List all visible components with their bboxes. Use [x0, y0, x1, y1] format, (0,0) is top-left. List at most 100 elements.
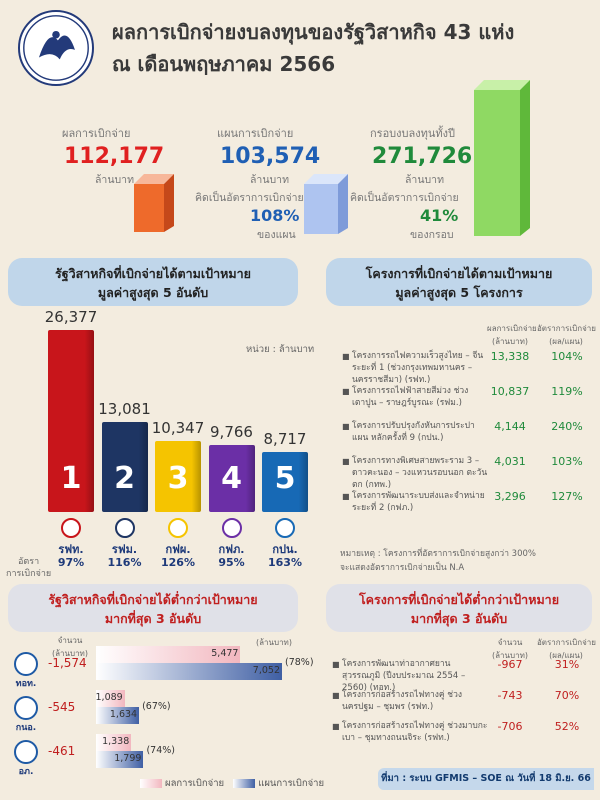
rank-number: 4	[221, 460, 242, 496]
project-rate: 240%	[551, 420, 583, 433]
bullet-icon: ■	[342, 352, 350, 361]
disbursement-rate: 116%	[107, 556, 142, 569]
rate-label: การเบิกจ่าย	[6, 569, 52, 579]
enterprise-name: รฟม.	[111, 543, 138, 556]
gap-value: -1,574	[48, 656, 87, 670]
bullet-icon: ■	[342, 387, 350, 396]
project-rate: 52%	[554, 720, 580, 733]
kpi-plan-bar	[298, 168, 358, 242]
rank-number: 5	[274, 460, 296, 496]
actual-value: 1,089	[95, 692, 123, 703]
banner-line: มากที่สุด 3 อันดับ	[104, 611, 202, 626]
enterprise-logo-icon	[114, 518, 135, 538]
plan-bar	[96, 663, 282, 680]
banner-line: รัฐวิสาหกิจที่เบิกจ่ายได้ตามเป้าหมาย	[55, 266, 251, 281]
project-value: -706	[497, 720, 523, 733]
kpi-actual-bar	[128, 168, 188, 237]
rate-value: (67%)	[142, 701, 171, 712]
plan-value: 1,799	[114, 753, 142, 764]
enterprise-logo-icon	[14, 740, 38, 764]
bar-value: 26,377	[44, 307, 98, 326]
col-header-line: (ผล/แผน)	[549, 337, 583, 346]
col-header-line: อัตราการเบิกจ่าย	[537, 638, 596, 647]
project-value: 4,144	[494, 420, 526, 433]
bar-value: 10,347	[151, 418, 205, 437]
page-subtitle: ณ เดือนพฤษภาคม 2566	[112, 52, 336, 76]
under-target-enterprises-banner: รัฐวิสาหกิจที่เบิกจ่ายได้ต่ำกว่าเป้าหมาย…	[8, 584, 298, 632]
disbursement-rate: 126%	[161, 556, 195, 569]
actual-value: 5,477	[211, 648, 239, 659]
project-rate: 70%	[554, 689, 580, 702]
enterprise-logo-icon	[221, 518, 242, 538]
top-projects-list: ■ โครงการรถไฟความเร็วสูงไทย – จีน ระยะที่…	[340, 350, 598, 530]
enterprise-name: กฟผ.	[165, 543, 191, 556]
kpi-plan-rate-unit: ของแผน	[257, 229, 296, 241]
kpi-actual-label: ผลการเบิกจ่าย	[62, 127, 131, 140]
project-rate: 104%	[551, 350, 583, 363]
actual-bar	[96, 734, 132, 751]
gap-value: -461	[48, 744, 76, 758]
banner-line: มูลค่าสูงสุด 5 อันดับ	[97, 285, 209, 300]
project-name: โครงการก่อสร้างรถไฟทางคู่ ช่วงมาบกะเบา –…	[342, 721, 488, 743]
banner-line: มูลค่าสูงสุด 5 โครงการ	[395, 285, 523, 300]
plan-bar	[96, 707, 140, 724]
rank-number: 2	[114, 460, 135, 496]
bar-1: 1	[48, 329, 94, 512]
banner-line: รัฐวิสาหกิจที่เบิกจ่ายได้ต่ำกว่าเป้าหมาย	[48, 592, 258, 607]
plan-value: 1,634	[109, 709, 138, 720]
legend-swatch-actual	[140, 779, 162, 788]
note-line: หมายเหตุ : โครงการที่อัตราการเบิกจ่ายสูง…	[340, 549, 536, 559]
bar-2: 2	[101, 421, 148, 512]
col-header-line: จำนวน	[497, 638, 523, 647]
project-rate: 127%	[551, 490, 583, 503]
project-name: โครงการก่อสร้างรถไฟทางคู่ ช่วงนครปฐม – ช…	[342, 690, 462, 712]
col-header-line: (ล้านบาท)	[492, 651, 528, 660]
project-value: -743	[497, 689, 523, 702]
bar-value: 13,081	[98, 399, 151, 418]
project-rate: 31%	[554, 658, 580, 671]
bar-4: 4	[208, 444, 255, 512]
kpi-budget-value: 271,726	[372, 144, 473, 169]
kpi-plan-value: 103,574	[220, 144, 321, 169]
kpi-budget-unit: ล้านบาท	[405, 174, 444, 186]
enterprise-logo-icon	[168, 518, 188, 538]
col-header-line: (ผล/แผน)	[549, 651, 583, 660]
disbursement-rate: 97%	[57, 556, 85, 569]
col-header-line: จำนวน	[57, 636, 83, 645]
project-value: 3,296	[494, 490, 526, 503]
enterprise-name: อภ.	[18, 767, 34, 777]
project-value: -967	[497, 658, 523, 671]
project-name: โครงการรถไฟฟ้าสายสีม่วง ช่วงเตาปูน – ราษ…	[352, 386, 469, 408]
project-name: โครงการพัฒนาท่าอากาศยานสุวรรณภูมิ (ปีงบป…	[342, 659, 466, 693]
bullet-icon: ■	[342, 492, 350, 501]
project-name: โครงการพัฒนาระบบส่งและจำหน่าย ระยะที่ 2 …	[352, 491, 485, 513]
col-header: (ล้านบาท)	[256, 638, 292, 647]
rank-number: 3	[167, 460, 189, 496]
col-header: ผลการเบิกจ่าย (ล้านบาท)	[487, 322, 537, 348]
kpi-budget-label: กรอบงบลงทุนทั้งปี	[370, 127, 455, 140]
bullet-icon: ■	[342, 422, 350, 431]
enterprise-logo-icon	[275, 518, 295, 538]
legend-swatch-plan	[233, 779, 256, 788]
col-header-line: (ล้านบาท)	[52, 649, 88, 658]
source-footer: ที่มา : ระบบ GFMIS – SOE ณ วันที่ 18 มิ.…	[378, 768, 594, 790]
kpi-plan-unit: ล้านบาท	[250, 174, 289, 186]
kpi-plan-rate-label: คิดเป็นอัตราการเบิกจ่าย	[195, 192, 304, 204]
kpi-budget-bar	[468, 74, 538, 243]
col-header: จำนวน (ล้านบาท)	[52, 634, 88, 660]
legend-plan-label: แผนการเบิกจ่าย	[258, 778, 325, 789]
gap-value: -545	[48, 700, 76, 714]
top-projects-banner: โครงการที่เบิกจ่ายได้ตามเป้าหมาย มูลค่าส…	[326, 258, 592, 306]
project-value: 4,031	[494, 455, 526, 468]
bar-value: 9,766	[210, 422, 253, 441]
col-header-line: ผลการเบิกจ่าย	[487, 324, 537, 333]
enterprise-name: รฟท.	[58, 543, 84, 556]
enterprise-logo-icon	[14, 696, 38, 720]
col-header: อัตราการเบิกจ่าย (ผล/แผน)	[537, 636, 596, 662]
project-rate: 103%	[551, 455, 583, 468]
bar-3: 3	[155, 440, 201, 512]
actual-bar	[96, 646, 241, 663]
enterprise-name: กฟภ.	[218, 543, 245, 556]
rate-value: (78%)	[285, 657, 314, 668]
unit-note: หน่วย : ล้านบาท	[246, 344, 315, 355]
